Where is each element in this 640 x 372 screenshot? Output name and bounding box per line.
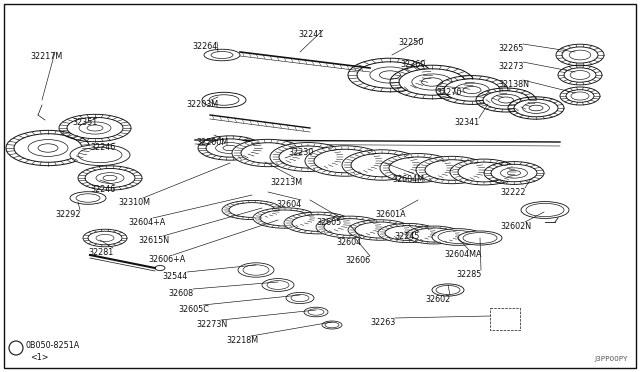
Text: 32606+A: 32606+A bbox=[148, 255, 185, 264]
Ellipse shape bbox=[270, 142, 346, 171]
Text: 32250: 32250 bbox=[398, 38, 424, 47]
Ellipse shape bbox=[566, 90, 594, 102]
Ellipse shape bbox=[514, 99, 558, 117]
Ellipse shape bbox=[521, 202, 569, 218]
Text: 32608: 32608 bbox=[168, 289, 193, 298]
Text: 0B050-8251A: 0B050-8251A bbox=[26, 340, 80, 350]
Circle shape bbox=[9, 341, 23, 355]
Text: 32273: 32273 bbox=[498, 62, 524, 71]
Ellipse shape bbox=[284, 212, 352, 234]
Ellipse shape bbox=[444, 79, 500, 101]
Text: 32604: 32604 bbox=[276, 200, 301, 209]
Text: 32604M: 32604M bbox=[392, 175, 424, 184]
Text: 32605C: 32605C bbox=[178, 305, 209, 314]
Text: 32270: 32270 bbox=[436, 88, 461, 97]
Text: 32265: 32265 bbox=[498, 44, 524, 53]
Text: 32203M: 32203M bbox=[186, 100, 218, 109]
Text: 32602N: 32602N bbox=[500, 222, 531, 231]
Ellipse shape bbox=[491, 164, 537, 182]
Ellipse shape bbox=[253, 208, 317, 228]
Text: 32285: 32285 bbox=[456, 270, 481, 279]
Ellipse shape bbox=[305, 146, 385, 176]
Text: 32341: 32341 bbox=[454, 118, 479, 127]
Text: 32602: 32602 bbox=[425, 295, 451, 304]
Ellipse shape bbox=[155, 266, 165, 270]
Ellipse shape bbox=[316, 216, 384, 238]
Ellipse shape bbox=[262, 279, 294, 291]
Text: 32544: 32544 bbox=[162, 272, 188, 281]
Ellipse shape bbox=[406, 226, 462, 244]
Ellipse shape bbox=[238, 263, 274, 277]
Text: 32138N: 32138N bbox=[498, 80, 529, 89]
Text: 32230: 32230 bbox=[288, 148, 313, 157]
Ellipse shape bbox=[432, 229, 484, 245]
Text: 32241: 32241 bbox=[298, 30, 323, 39]
Ellipse shape bbox=[88, 231, 122, 245]
Ellipse shape bbox=[564, 68, 596, 82]
Ellipse shape bbox=[202, 92, 246, 108]
Ellipse shape bbox=[286, 292, 314, 304]
Text: 32218M: 32218M bbox=[226, 336, 258, 345]
Text: 32264: 32264 bbox=[192, 42, 217, 51]
Ellipse shape bbox=[304, 307, 328, 317]
Ellipse shape bbox=[348, 220, 412, 240]
Text: 32260: 32260 bbox=[400, 60, 425, 69]
Text: 32310M: 32310M bbox=[118, 198, 150, 207]
Text: 32263: 32263 bbox=[370, 318, 396, 327]
Text: 32604MA: 32604MA bbox=[444, 250, 481, 259]
Text: 32245: 32245 bbox=[394, 232, 419, 241]
Text: 32222: 32222 bbox=[500, 188, 525, 197]
Text: 32606: 32606 bbox=[345, 256, 370, 265]
Text: 32200M: 32200M bbox=[196, 138, 228, 147]
Ellipse shape bbox=[562, 47, 598, 63]
Ellipse shape bbox=[458, 231, 502, 245]
Ellipse shape bbox=[204, 49, 240, 61]
Text: 32213M: 32213M bbox=[270, 178, 302, 187]
Ellipse shape bbox=[342, 150, 422, 180]
Ellipse shape bbox=[380, 154, 456, 182]
Ellipse shape bbox=[432, 284, 464, 296]
Text: 32292: 32292 bbox=[55, 210, 81, 219]
Text: 32601A: 32601A bbox=[375, 210, 406, 219]
Ellipse shape bbox=[378, 224, 438, 243]
Ellipse shape bbox=[70, 144, 130, 166]
Ellipse shape bbox=[14, 134, 82, 162]
Text: 32351: 32351 bbox=[72, 118, 97, 127]
Text: 32246: 32246 bbox=[90, 185, 115, 194]
Ellipse shape bbox=[357, 62, 423, 88]
Text: <1>: <1> bbox=[30, 353, 49, 362]
Text: 32615N: 32615N bbox=[138, 236, 169, 245]
Text: 32273N: 32273N bbox=[196, 320, 227, 329]
Ellipse shape bbox=[67, 117, 123, 139]
Ellipse shape bbox=[322, 321, 342, 329]
Text: 32281: 32281 bbox=[88, 248, 113, 257]
Text: 32246: 32246 bbox=[90, 143, 115, 152]
Ellipse shape bbox=[70, 192, 106, 204]
Text: J3PP00PY: J3PP00PY bbox=[595, 356, 628, 362]
Ellipse shape bbox=[222, 201, 282, 219]
Ellipse shape bbox=[399, 69, 465, 95]
Ellipse shape bbox=[85, 169, 135, 187]
Text: 32604: 32604 bbox=[336, 238, 361, 247]
Text: 32605: 32605 bbox=[316, 218, 341, 227]
Ellipse shape bbox=[450, 159, 518, 185]
Ellipse shape bbox=[483, 91, 529, 109]
Text: 32217M: 32217M bbox=[30, 52, 62, 61]
Text: B: B bbox=[13, 345, 19, 351]
Ellipse shape bbox=[232, 140, 304, 167]
Ellipse shape bbox=[416, 156, 488, 184]
Ellipse shape bbox=[206, 139, 254, 157]
Text: 32604+A: 32604+A bbox=[128, 218, 165, 227]
